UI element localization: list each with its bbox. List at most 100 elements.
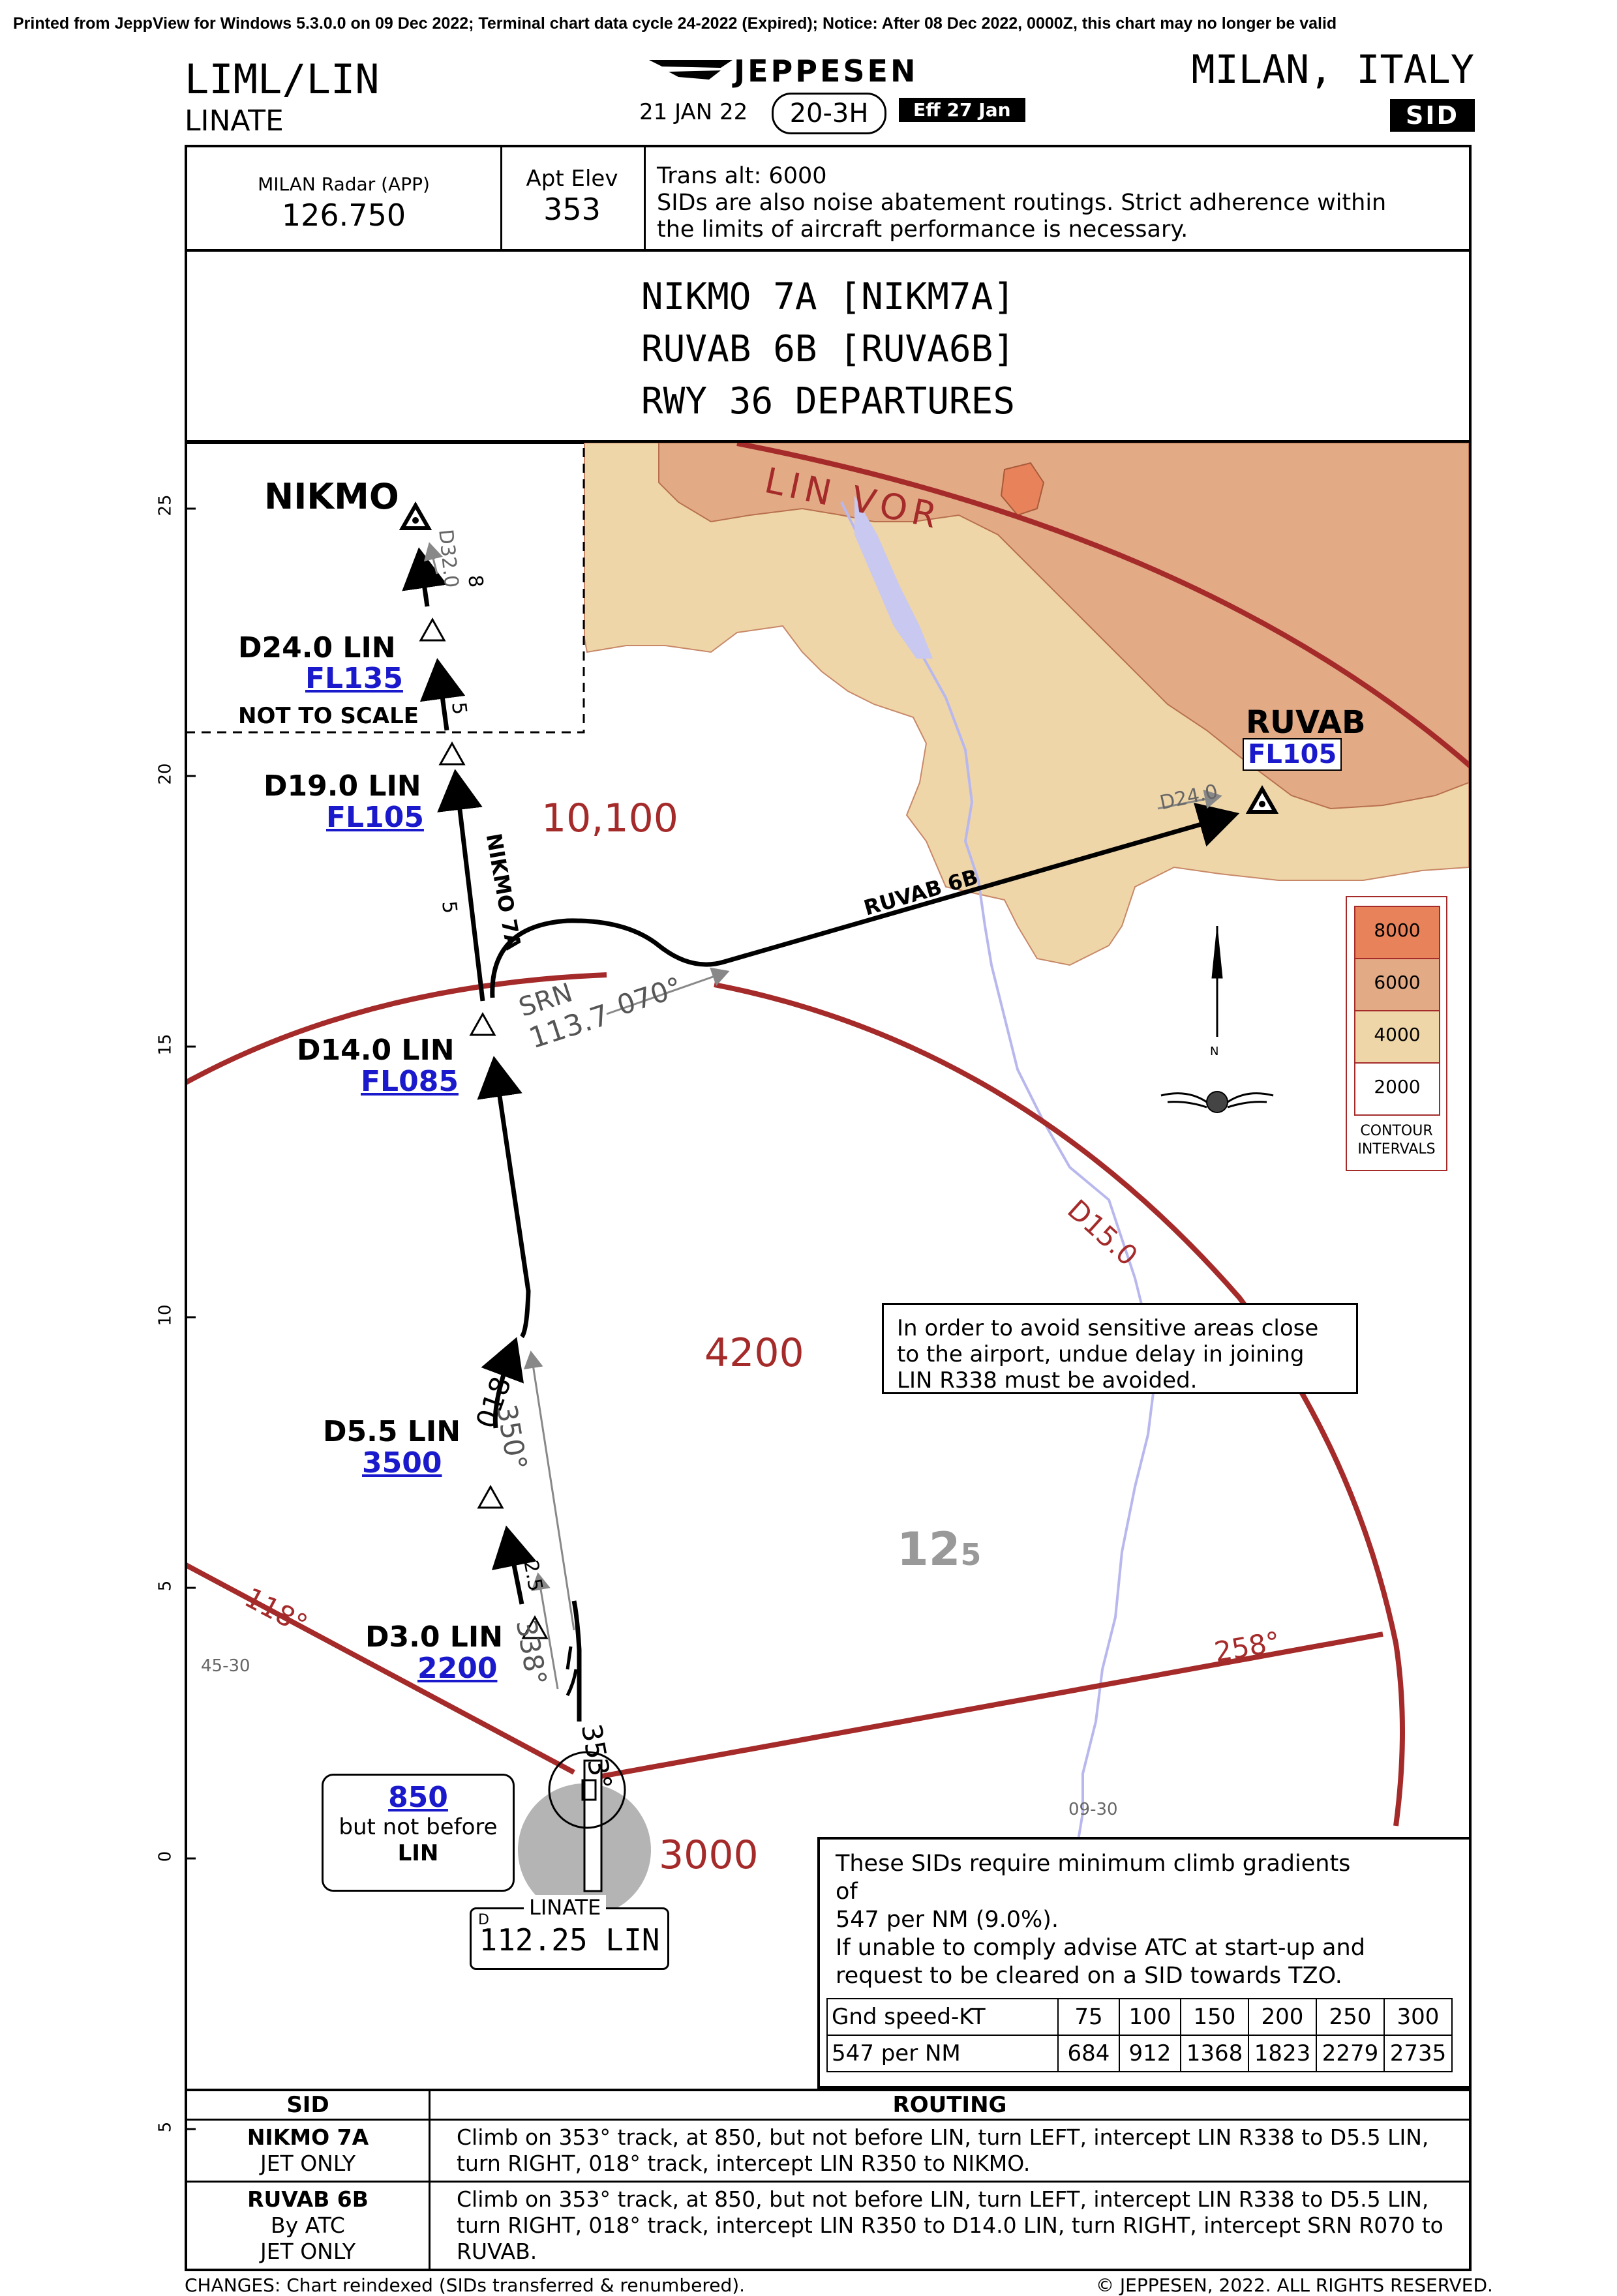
linate-airport-icon (518, 1751, 651, 1916)
d19-altitude: FL105 (326, 801, 424, 834)
sid-cell: NIKMO 7A JET ONLY (187, 2119, 431, 2182)
scale-20: 20 (155, 763, 175, 785)
contour-8000: 8000 (1374, 919, 1421, 941)
avoid-note-line-1: In order to avoid sensitive areas close (897, 1315, 1319, 1341)
effective-date: Eff 27 Jan (899, 98, 1025, 122)
obstacle-elevation: 125 (897, 1523, 982, 1576)
d3-altitude: 2200 (417, 1652, 498, 1685)
table-cell: 1823 (1248, 2035, 1317, 2072)
radial-258 (586, 1632, 1383, 1782)
msa-4200: 4200 (704, 1330, 804, 1376)
table-row: 547 per NM 684 912 1368 1823 2279 2735 (826, 2035, 1453, 2072)
contour-2000: 2000 (1374, 1076, 1421, 1097)
lin-text: LIN (397, 1840, 439, 1866)
departure-climb (571, 1600, 582, 1722)
nikmo-label: NIKMO (264, 476, 399, 517)
msa-3000: 3000 (659, 1832, 759, 1878)
elevation-value: 353 (543, 192, 601, 227)
noise-note-2: the limits of aircraft performance is ne… (657, 216, 1188, 243)
changes-note: CHANGES: Chart reindexed (SIDs transferr… (185, 2274, 746, 2296)
terrain-contours (584, 443, 1469, 1853)
scale-5: 5 (155, 1580, 175, 1592)
d14-label: D14.0 LIN (297, 1034, 455, 1067)
gradient-line-5: request to be cleared on a SID towards T… (836, 1963, 1342, 1989)
north-label: N (1210, 1045, 1219, 1058)
fix-d3-icon (521, 1615, 549, 1639)
climb-gradient-box: These SIDs require minimum climb gradien… (817, 1837, 1472, 2089)
altitude-850: 850 (388, 1781, 448, 1814)
r350-inbound (477, 1056, 531, 1339)
routing-text: Climb on 353° track, at 850, but not bef… (429, 2181, 1469, 2269)
fix-d19-icon (438, 741, 466, 766)
d3-label: D3.0 LIN (365, 1620, 504, 1654)
title-line-1: NIKMO 7A [NIKM7A] (641, 276, 1016, 318)
d55-to-turn (481, 1337, 524, 1429)
lin-vor-arc (736, 443, 1469, 769)
table-cell: 75 (1057, 1998, 1120, 2036)
gradient-line-1: These SIDs require minimum climb gradien… (836, 1851, 1351, 1877)
reporting-point-ruvab-icon (1245, 784, 1279, 814)
noise-note-1: SIDs are also noise abatement routings. … (657, 190, 1387, 216)
lake (854, 496, 933, 659)
contour-caption-2: INTERVALS (1357, 1141, 1436, 1157)
table-cell: 200 (1248, 1998, 1317, 2036)
airport-name: LINATE (185, 104, 284, 138)
gradient-label: 547 per NM (826, 2035, 1059, 2072)
distance-8: 8 (463, 574, 487, 589)
copyright: © JEPPESEN, 2022. ALL RIGHTS RESERVED. (1096, 2274, 1493, 2296)
ruvab-turn (490, 803, 1240, 998)
chart-date: 21 JAN 22 (639, 99, 748, 125)
table-cell: 2279 (1316, 2035, 1385, 2072)
gradient-table: Gnd speed-KT 75 100 150 200 250 300 547 … (826, 1998, 1453, 2072)
avoid-note-line-2: to the airport, undue delay in joining (897, 1341, 1305, 1367)
contour-4000: 4000 (1374, 1024, 1421, 1045)
radar-label: MILAN Radar (APP) (258, 173, 430, 195)
river (840, 501, 1156, 1853)
contour-6000: 6000 (1374, 972, 1421, 993)
table-cell: 684 (1057, 2035, 1120, 2072)
sid-name: NIKMO 7A (247, 2125, 369, 2150)
table-row: RUVAB 6B By ATC JET ONLY Climb on 353° t… (187, 2181, 1469, 2269)
terrain-6000 (1000, 462, 1045, 516)
table-cell: 100 (1119, 1998, 1181, 2036)
table-cell: 2735 (1383, 2035, 1453, 2072)
vor-name: LINATE (524, 1895, 607, 1920)
routing-text: Climb on 353° track, at 850, but not bef… (457, 2125, 1429, 2176)
d15-arc (187, 972, 607, 1085)
table-cell: 300 (1383, 1998, 1453, 2036)
scale-25: 25 (155, 494, 175, 516)
scale-bar (186, 507, 196, 2130)
chart-number: 20-3H (772, 93, 886, 134)
sid-cell: RUVAB 6B By ATC JET ONLY (187, 2181, 431, 2269)
fix-d14-icon (469, 1011, 496, 1036)
table-row: Gnd speed-KT 75 100 150 200 250 300 (826, 1998, 1453, 2036)
table-cell: 912 (1119, 2035, 1181, 2072)
terrain-4000 (658, 443, 1469, 810)
scale-10: 10 (155, 1304, 175, 1326)
title-line-2: RUVAB 6B [RUVA6B] (641, 328, 1016, 370)
avoid-note: In order to avoid sensitive areas close … (882, 1303, 1358, 1394)
sid-sub: JET ONLY (260, 2239, 356, 2264)
d55-label: D5.5 LIN (323, 1415, 461, 1448)
north-arrow-icon (1160, 925, 1274, 1113)
ruvab-altitude: FL105 (1243, 738, 1342, 771)
route-lines (402, 547, 1240, 1722)
table-cell: 250 (1316, 1998, 1385, 2036)
sid-header: SID (187, 2091, 431, 2121)
sid-name: RUVAB 6B (247, 2186, 369, 2212)
latlon-09-30: 09-30 (1068, 1800, 1118, 1819)
title-line-3: RWY 36 DEPARTURES (641, 380, 1016, 423)
print-notice: Printed from JeppView for Windows 5.3.0.… (13, 14, 1337, 33)
d24-to-nikmo (402, 547, 447, 607)
latlon-45-30: 45-30 (201, 1656, 250, 1676)
gradient-line-3: 547 per NM (9.0%). (836, 1907, 1059, 1933)
distance-5-upper: 5 (447, 701, 471, 716)
msa-10100: 10,100 (541, 796, 678, 841)
d19-to-d24 (419, 658, 466, 731)
but-not-before-text: but not before (339, 1814, 498, 1840)
linate-vor-box: D LINATE 112.25 LIN (470, 1895, 669, 1970)
d55-altitude: 3500 (362, 1446, 442, 1480)
routing-table: SID ROUTING NIKMO 7A JET ONLY Climb on 3… (185, 2089, 1472, 2271)
d24-label: D24.0 LIN (238, 631, 396, 664)
